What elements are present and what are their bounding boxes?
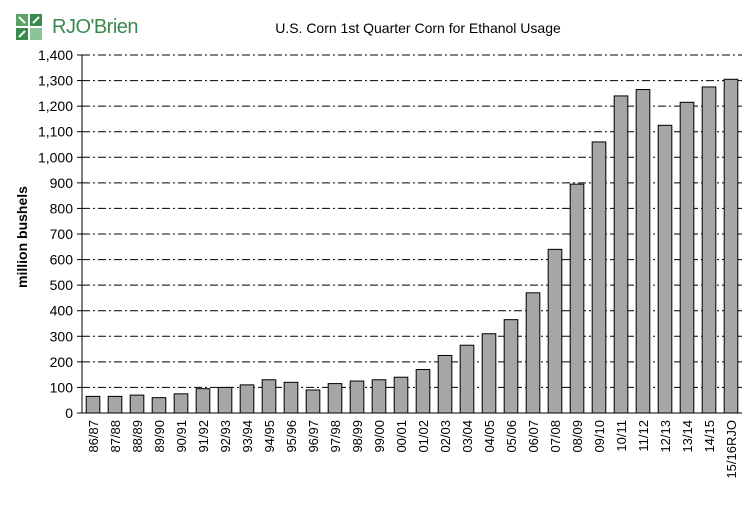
x-tick-label: 12/13 (658, 420, 673, 453)
y-tick-label: 600 (50, 252, 74, 268)
y-tick-label: 300 (50, 328, 74, 344)
y-axis-label: million bushels (14, 186, 30, 288)
y-tick-labels: 0 100 200 300 400 500 600 700 800 900 1,000 1,100 1,… (38, 47, 73, 421)
bar (85, 395, 101, 414)
y-tick-label: 900 (50, 175, 74, 191)
x-tick-label: 93/94 (240, 420, 255, 453)
bar (195, 388, 211, 414)
y-tick-label: 400 (50, 303, 74, 319)
y-tick-label: 100 (50, 379, 74, 395)
x-tick-label: 96/97 (306, 420, 321, 453)
x-tick-label: 90/91 (174, 420, 189, 453)
x-tick-label: 09/10 (592, 420, 607, 453)
x-tick-label: 95/96 (284, 420, 299, 453)
x-tick-label: 88/89 (130, 420, 145, 453)
x-tick-label: 86/87 (86, 420, 101, 453)
x-tick-label: 99/00 (372, 420, 387, 453)
x-tick-label: 04/05 (482, 420, 497, 453)
x-tick-label: 03/04 (460, 420, 475, 453)
x-tick-label: 14/15 (702, 420, 717, 453)
bar (173, 393, 189, 414)
x-tick-label: 11/12 (636, 420, 651, 452)
chart-title: U.S. Corn 1st Quarter Corn for Ethanol U… (275, 20, 561, 36)
y-tick-label: 700 (50, 226, 74, 242)
y-tick-label: 1,100 (38, 124, 73, 140)
y-tick-label: 200 (50, 354, 74, 370)
y-tick-label: 800 (50, 200, 74, 216)
bars (85, 78, 739, 414)
x-tick-label: 92/93 (218, 420, 233, 453)
bar (349, 380, 365, 414)
x-tick-label: 91/92 (196, 420, 211, 453)
bar (569, 183, 585, 414)
bar (723, 78, 739, 414)
bar (701, 86, 717, 414)
bar (547, 248, 563, 414)
x-tick-label: 15/16RJO (724, 420, 739, 479)
bar (129, 394, 145, 414)
bar (261, 379, 277, 414)
x-tick-label: 02/03 (438, 420, 453, 453)
x-tick-label: 13/14 (680, 420, 695, 453)
axes (81, 55, 742, 414)
x-tick-label: 94/95 (262, 420, 277, 453)
bar (283, 381, 299, 414)
y-tick-label: 1,000 (38, 149, 73, 165)
bar (151, 397, 167, 414)
bar (107, 395, 123, 414)
bar (371, 379, 387, 414)
x-tick-label: 07/08 (548, 420, 563, 453)
y-tick-label: 1,400 (38, 47, 73, 63)
y-tick-label: 1,200 (38, 98, 73, 114)
x-tick-label: 89/90 (152, 420, 167, 453)
y-tick-label: 500 (50, 277, 74, 293)
bar (679, 101, 695, 414)
x-tick-label: 10/11 (614, 420, 629, 452)
x-tick-labels: 86/87 87/88 88/89 89/90 90/91 91/92 92/93 93/94… (86, 420, 739, 479)
bar (327, 383, 343, 414)
y-tick-label: 1,300 (38, 73, 73, 89)
x-tick-label: 05/06 (504, 420, 519, 453)
rjobrien-logo-mark (16, 14, 42, 40)
x-tick-label: 87/88 (108, 420, 123, 453)
rjobrien-logo-text: RJO'Brien (52, 16, 139, 38)
gridlines (77, 54, 742, 414)
bar (239, 384, 255, 414)
bar (481, 333, 497, 414)
bar (503, 319, 519, 414)
x-tick-label: 08/09 (570, 420, 585, 453)
x-tick-label: 97/98 (328, 420, 343, 453)
bar (635, 89, 651, 414)
bar (613, 95, 629, 414)
bar (657, 124, 673, 414)
bar (415, 369, 431, 414)
x-tick-label: 00/01 (394, 420, 409, 453)
x-tick-label: 06/07 (526, 420, 541, 453)
y-tick-label: 0 (65, 405, 73, 421)
bar (305, 389, 321, 414)
bar (217, 386, 233, 414)
x-tick-label: 98/99 (350, 420, 365, 453)
rjobrien-logo: RJO'Brien (14, 10, 154, 44)
bar (459, 344, 475, 414)
bar (525, 292, 541, 414)
bar (437, 354, 453, 414)
x-tick-label: 01/02 (416, 420, 431, 453)
bar (393, 376, 409, 414)
bar (591, 141, 607, 414)
